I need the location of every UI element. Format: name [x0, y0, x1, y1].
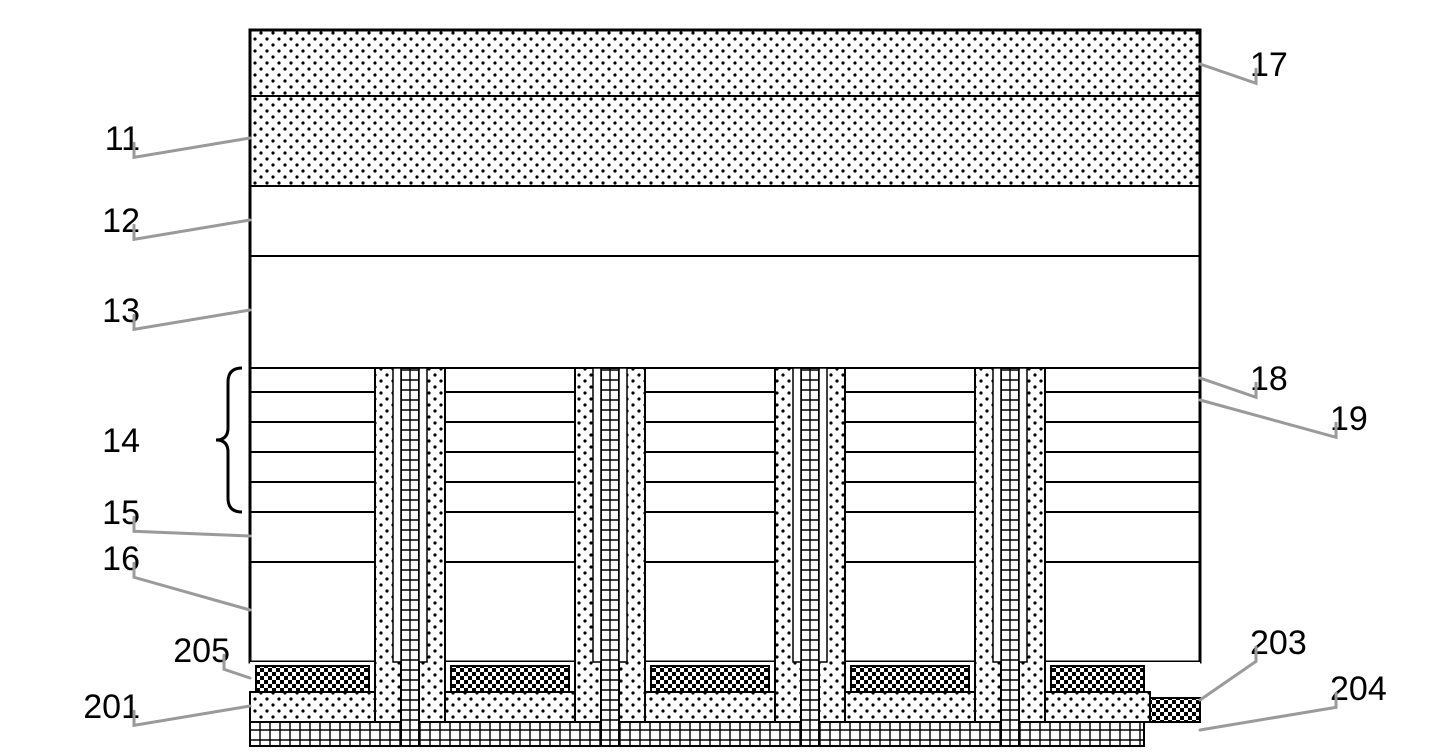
- leader-line: [1200, 647, 1256, 700]
- trench-core-2: [601, 368, 619, 746]
- brace-14: [216, 368, 242, 512]
- cup-205-4: [851, 666, 969, 692]
- trench-core-4: [1001, 368, 1019, 746]
- label-14: 14: [102, 422, 140, 460]
- leader-line: [1200, 400, 1336, 437]
- leader-line: [134, 220, 250, 239]
- leader-line: [1200, 378, 1256, 397]
- semiconductor-cross-section: 111213141516205201171819203204: [0, 0, 1453, 755]
- leader-line: [134, 310, 250, 329]
- layer-top_dots: [250, 30, 1200, 96]
- cup-205-1: [256, 666, 369, 692]
- leader-line: [134, 138, 250, 157]
- label-204: 204: [1330, 670, 1387, 708]
- layer-layer_13: [250, 256, 1200, 368]
- label-203: 203: [1250, 624, 1307, 662]
- layer-layer_12: [250, 186, 1200, 256]
- trench-gap-R-2: [619, 368, 627, 662]
- leader-line: [134, 517, 250, 536]
- leader-line: [1200, 693, 1336, 730]
- cup-205-5: [1051, 666, 1144, 692]
- leader-line: [1200, 64, 1256, 83]
- trench-core-3: [801, 368, 819, 746]
- trench-core-1: [401, 368, 419, 746]
- trench-gap-R-4: [1019, 368, 1027, 662]
- cup-205-3: [651, 666, 769, 692]
- layer-layer_11: [250, 96, 1200, 186]
- trench-gap-L-1: [393, 368, 401, 662]
- leader-line: [134, 563, 250, 610]
- label-205: 205: [173, 632, 230, 670]
- label-201: 201: [83, 688, 140, 726]
- layer-204: [1150, 698, 1200, 722]
- trench-gap-L-2: [593, 368, 601, 662]
- trench-gap-L-3: [793, 368, 801, 662]
- trench-gap-R-3: [819, 368, 827, 662]
- leader-line: [134, 706, 250, 725]
- cup-205-2: [451, 666, 569, 692]
- trench-gap-L-4: [993, 368, 1001, 662]
- trench-gap-R-1: [419, 368, 427, 662]
